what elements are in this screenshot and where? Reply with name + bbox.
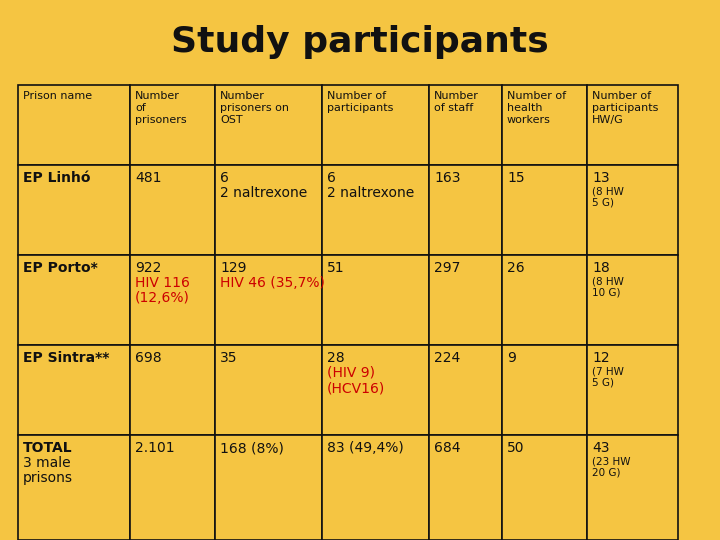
Text: 35: 35 bbox=[220, 351, 238, 365]
Text: Number of: Number of bbox=[592, 91, 651, 101]
Text: 922: 922 bbox=[135, 261, 161, 275]
Text: Study participants: Study participants bbox=[171, 25, 549, 59]
Text: health: health bbox=[507, 103, 542, 113]
Bar bbox=[18, 255, 130, 345]
Text: EP Linhó: EP Linhó bbox=[23, 171, 91, 185]
Bar bbox=[215, 435, 322, 540]
Text: 12: 12 bbox=[592, 351, 610, 365]
Bar bbox=[215, 345, 322, 435]
Text: 50: 50 bbox=[507, 441, 524, 455]
Bar bbox=[130, 85, 215, 165]
Bar bbox=[18, 435, 130, 540]
Text: 5 G): 5 G) bbox=[592, 377, 614, 387]
Bar bbox=[429, 85, 502, 165]
Text: 51: 51 bbox=[327, 261, 345, 275]
Text: 5 G): 5 G) bbox=[592, 197, 614, 207]
Text: 26: 26 bbox=[507, 261, 525, 275]
Text: 6: 6 bbox=[220, 171, 229, 185]
Bar bbox=[429, 255, 502, 345]
Bar bbox=[502, 345, 587, 435]
Text: Number: Number bbox=[220, 91, 265, 101]
Text: Number of: Number of bbox=[327, 91, 386, 101]
Text: 2.101: 2.101 bbox=[135, 441, 175, 455]
Text: 224: 224 bbox=[434, 351, 460, 365]
Bar bbox=[502, 435, 587, 540]
Bar bbox=[502, 85, 587, 165]
Text: 83 (49,4%): 83 (49,4%) bbox=[327, 441, 404, 455]
Text: 2 naltrexone: 2 naltrexone bbox=[220, 186, 307, 200]
Text: 20 G): 20 G) bbox=[592, 467, 621, 477]
Text: 684: 684 bbox=[434, 441, 461, 455]
Text: workers: workers bbox=[507, 115, 551, 125]
Bar bbox=[215, 85, 322, 165]
Text: 9: 9 bbox=[507, 351, 516, 365]
Bar bbox=[18, 85, 130, 165]
Text: Number of: Number of bbox=[507, 91, 566, 101]
Bar bbox=[587, 435, 678, 540]
Bar bbox=[587, 345, 678, 435]
Text: 6: 6 bbox=[327, 171, 336, 185]
Text: of staff: of staff bbox=[434, 103, 473, 113]
Text: prisoners on: prisoners on bbox=[220, 103, 289, 113]
Bar bbox=[429, 165, 502, 255]
Text: (7 HW: (7 HW bbox=[592, 366, 624, 376]
Bar bbox=[130, 165, 215, 255]
Text: 13: 13 bbox=[592, 171, 610, 185]
Text: 168 (8%): 168 (8%) bbox=[220, 441, 284, 455]
Text: OST: OST bbox=[220, 115, 243, 125]
Text: (12,6%): (12,6%) bbox=[135, 291, 190, 305]
Text: 2 naltrexone: 2 naltrexone bbox=[327, 186, 414, 200]
Bar bbox=[587, 85, 678, 165]
Bar bbox=[322, 255, 429, 345]
Text: 10 G): 10 G) bbox=[592, 287, 621, 297]
Text: 129: 129 bbox=[220, 261, 246, 275]
Text: Prison name: Prison name bbox=[23, 91, 92, 101]
Text: EP Porto*: EP Porto* bbox=[23, 261, 98, 275]
Bar bbox=[130, 255, 215, 345]
Text: HIV 46 (35,7%): HIV 46 (35,7%) bbox=[220, 276, 325, 290]
Text: 163: 163 bbox=[434, 171, 461, 185]
Bar bbox=[587, 255, 678, 345]
Text: participants: participants bbox=[592, 103, 658, 113]
Bar bbox=[215, 255, 322, 345]
Bar bbox=[322, 435, 429, 540]
Text: 18: 18 bbox=[592, 261, 610, 275]
Text: (HIV 9): (HIV 9) bbox=[327, 366, 375, 380]
Text: Number: Number bbox=[135, 91, 180, 101]
Text: participants: participants bbox=[327, 103, 393, 113]
Bar bbox=[130, 345, 215, 435]
Text: EP Sintra**: EP Sintra** bbox=[23, 351, 109, 365]
Bar bbox=[322, 165, 429, 255]
Text: prisons: prisons bbox=[23, 471, 73, 485]
Bar bbox=[322, 85, 429, 165]
Text: (23 HW: (23 HW bbox=[592, 456, 631, 466]
Text: 15: 15 bbox=[507, 171, 525, 185]
Bar bbox=[429, 435, 502, 540]
Bar bbox=[18, 165, 130, 255]
Text: (HCV16): (HCV16) bbox=[327, 381, 385, 395]
Bar bbox=[502, 165, 587, 255]
Bar bbox=[502, 255, 587, 345]
Text: 43: 43 bbox=[592, 441, 610, 455]
Text: 698: 698 bbox=[135, 351, 161, 365]
Text: HW/G: HW/G bbox=[592, 115, 624, 125]
Text: 297: 297 bbox=[434, 261, 460, 275]
Bar bbox=[130, 435, 215, 540]
Bar bbox=[322, 345, 429, 435]
Text: (8 HW: (8 HW bbox=[592, 186, 624, 196]
Text: prisoners: prisoners bbox=[135, 115, 186, 125]
Text: 3 male: 3 male bbox=[23, 456, 71, 470]
Bar bbox=[18, 345, 130, 435]
Text: HIV 116: HIV 116 bbox=[135, 276, 190, 290]
Text: 481: 481 bbox=[135, 171, 161, 185]
Text: of: of bbox=[135, 103, 145, 113]
Text: Number: Number bbox=[434, 91, 479, 101]
Bar bbox=[429, 345, 502, 435]
Text: 28: 28 bbox=[327, 351, 345, 365]
Bar bbox=[587, 165, 678, 255]
Text: (8 HW: (8 HW bbox=[592, 276, 624, 286]
Text: TOTAL: TOTAL bbox=[23, 441, 73, 455]
Bar bbox=[215, 165, 322, 255]
